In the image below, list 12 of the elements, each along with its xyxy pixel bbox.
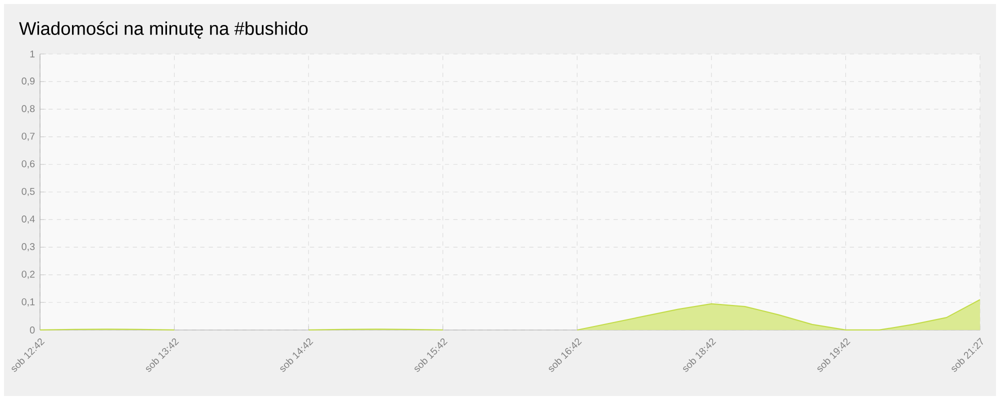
y-tick-label: 0,7 [22,132,35,141]
y-tick-label: 0,1 [22,298,35,306]
y-tick-label: 0,6 [22,160,35,168]
chart-title: Wiadomości na minutę na #bushido [19,21,308,39]
y-tick-label: 0,9 [22,78,35,86]
y-tick-label: 0,5 [22,188,35,196]
y-tick-label: 0,3 [22,243,35,252]
y-tick-label: 0,8 [22,105,35,114]
y-tick-label: 0,2 [22,270,35,279]
y-tick-label: 0,4 [22,216,35,224]
y-tick-label: 1 [30,50,35,58]
y-tick-label: 0 [30,326,35,334]
